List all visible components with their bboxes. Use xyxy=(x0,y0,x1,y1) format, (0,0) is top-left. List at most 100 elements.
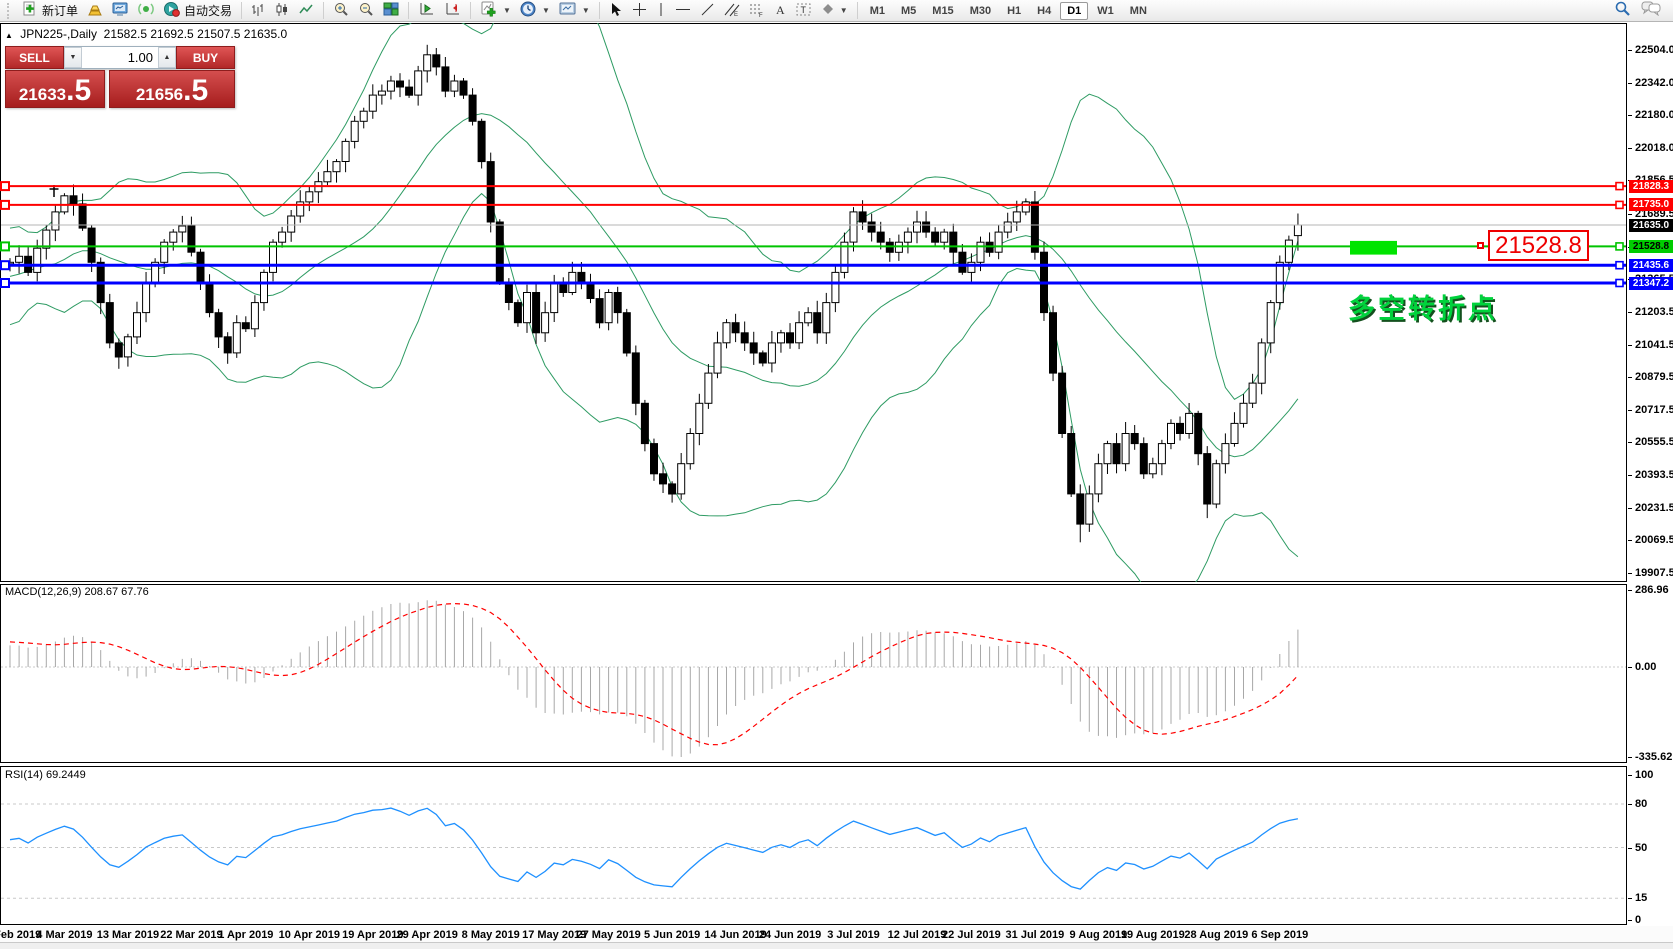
macd-tick: 0.00 xyxy=(1635,661,1657,673)
price-tick: 19907.5 xyxy=(1635,566,1673,579)
templates-button[interactable]: ▼ xyxy=(555,1,594,21)
toolbar-right-group xyxy=(1614,0,1669,22)
vertical-line-tool[interactable] xyxy=(652,1,670,21)
price-tick: 22180.0 xyxy=(1635,109,1673,122)
chart-candles-button[interactable] xyxy=(271,1,294,21)
sell-price-main: 21633 xyxy=(18,85,67,104)
rsi-tick-dash xyxy=(1628,775,1632,776)
svg-text:F: F xyxy=(759,13,763,17)
timeframe-w1[interactable]: W1 xyxy=(1097,4,1114,17)
macd-tick-dash xyxy=(1628,590,1632,591)
price-tick-dash xyxy=(1628,572,1632,574)
chart-bars-button[interactable] xyxy=(247,1,270,21)
zoom-out-button[interactable] xyxy=(354,1,378,21)
date-label: 12 Jul 2019 xyxy=(887,929,947,941)
trendline-icon xyxy=(700,2,715,20)
chart-shift-button[interactable] xyxy=(440,1,465,21)
date-label: 13 Mar 2019 xyxy=(96,929,160,941)
main-chart[interactable] xyxy=(0,23,1627,582)
turning-point-annotation[interactable]: 多空转折点 xyxy=(1348,294,1498,324)
crosshair-tool[interactable] xyxy=(628,1,651,21)
macd-label: MACD(12,26,9) 208.67 67.76 xyxy=(5,586,149,598)
collapse-arrow-icon[interactable]: ▲ xyxy=(5,31,13,40)
autotrade-button[interactable]: 自动交易 xyxy=(159,1,236,21)
zoom-out-icon xyxy=(358,1,374,20)
cursor-tool[interactable] xyxy=(605,1,627,21)
vertical-line-icon xyxy=(656,2,666,20)
rsi-tick-dash xyxy=(1628,898,1632,900)
timeframe-d1[interactable]: D1 xyxy=(1060,1,1089,20)
rsi-tick: 100 xyxy=(1635,769,1654,781)
signal-button[interactable] xyxy=(134,1,158,21)
timeframe-h1[interactable]: H1 xyxy=(1007,4,1022,17)
date-label: 17 May 2019 xyxy=(522,929,587,941)
volume-input[interactable]: 1.00 xyxy=(127,50,153,65)
date-label: 10 Apr 2019 xyxy=(278,929,340,941)
dropdown-caret: ▼ xyxy=(541,6,550,15)
sell-price-frac: .5 xyxy=(66,74,92,107)
horizontal-line-tool[interactable] xyxy=(671,1,695,21)
templates-icon xyxy=(559,1,577,20)
date-label: 28 Aug 2019 xyxy=(1184,929,1249,941)
buy-price-frac: .5 xyxy=(183,74,209,107)
toolbar-grip xyxy=(7,2,14,19)
buy-price[interactable]: 21656.5 xyxy=(109,70,235,108)
macd-panel[interactable] xyxy=(0,584,1627,763)
shapes-icon xyxy=(821,2,835,19)
chat-icon[interactable] xyxy=(1641,0,1661,21)
timeframe-m15[interactable]: M15 xyxy=(932,4,954,17)
timeframe-h4[interactable]: H4 xyxy=(1037,4,1052,17)
macd-tick-dash xyxy=(1628,757,1632,759)
shapes-tool[interactable]: ▼ xyxy=(817,1,852,21)
trendline-tool[interactable] xyxy=(696,1,719,21)
auto-scroll-button[interactable] xyxy=(414,1,439,21)
text-label-tool[interactable]: T xyxy=(792,1,816,21)
date-label: 27 May 2019 xyxy=(576,929,641,941)
new-order-button[interactable]: 新订单 xyxy=(18,1,82,21)
gold-chart-button[interactable] xyxy=(83,1,107,21)
terminal-button[interactable] xyxy=(108,1,133,21)
autotrade-icon xyxy=(163,1,180,20)
rsi-tick-dash xyxy=(1628,847,1632,849)
price-level-chip: 21828.3 xyxy=(1629,179,1673,193)
rsi-panel[interactable] xyxy=(0,766,1627,925)
macd-tick-dash xyxy=(1628,667,1632,668)
price-tick: 20393.5 xyxy=(1635,469,1673,482)
callout-anchor-square[interactable] xyxy=(1477,242,1484,249)
chart-candles-icon xyxy=(275,2,290,20)
price-level-chip: 21435.6 xyxy=(1629,258,1673,272)
timeframe-m5[interactable]: M5 xyxy=(901,4,917,17)
date-label: 19 Apr 2019 xyxy=(342,929,404,941)
timeframe-mn[interactable]: MN xyxy=(1129,4,1147,17)
dropdown-caret: ▼ xyxy=(839,6,848,15)
price-tick: 20717.5 xyxy=(1635,403,1673,416)
text-tool[interactable]: A xyxy=(770,1,791,21)
fibonacci-tool[interactable]: F xyxy=(745,1,769,21)
sell-price[interactable]: 21633.5 xyxy=(5,70,105,108)
rsi-label: RSI(14) 69.2449 xyxy=(5,769,86,781)
new-order-icon xyxy=(22,1,38,20)
chart-line-icon xyxy=(299,2,314,20)
timeframe-m30[interactable]: M30 xyxy=(969,4,992,17)
tile-windows-button[interactable] xyxy=(379,1,403,21)
ohlc-readout: 21582.5 21692.5 21507.5 21635.0 xyxy=(103,27,288,41)
chart-line-button[interactable] xyxy=(295,1,318,21)
indicators-button[interactable]: ▼ xyxy=(476,1,515,21)
search-icon[interactable] xyxy=(1614,0,1631,22)
channel-tool[interactable]: E xyxy=(720,1,744,21)
signal-icon xyxy=(138,1,154,20)
price-tick-dash xyxy=(1628,214,1632,216)
volume-down-button[interactable]: ▼ xyxy=(64,47,82,68)
date-label: 6 Sep 2019 xyxy=(1251,929,1309,941)
price-callout-label[interactable]: 21528.8 xyxy=(1488,230,1589,261)
periods-button[interactable]: ▼ xyxy=(516,1,554,21)
buy-button[interactable]: BUY xyxy=(176,46,235,69)
price-axis[interactable]: 22504.022342.022180.022018.021856.521689… xyxy=(1628,23,1673,926)
sell-button[interactable]: SELL xyxy=(5,46,64,69)
date-label: 24 Jun 2019 xyxy=(758,929,822,941)
zoom-in-button[interactable] xyxy=(329,1,353,21)
volume-up-button[interactable]: ▲ xyxy=(158,47,176,68)
timeframe-m1[interactable]: M1 xyxy=(869,4,885,17)
toolbar-separator xyxy=(470,2,472,19)
